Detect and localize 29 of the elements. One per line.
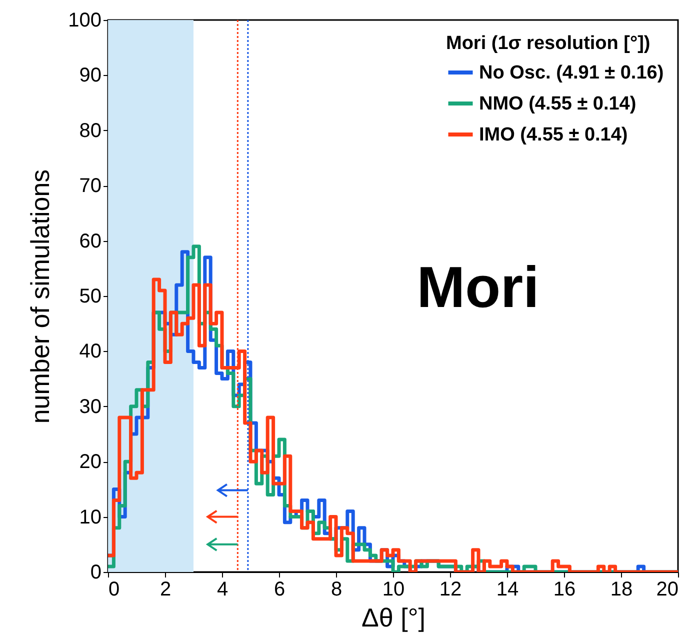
legend-label: IMO (4.55 ± 0.14) [479, 124, 628, 146]
x-tick-label: 2 [160, 578, 172, 600]
x-axis-title: Δθ [°] [362, 602, 426, 632]
y-tick-label: 60 [79, 230, 102, 252]
legend-label: NMO (4.55 ± 0.14) [479, 94, 636, 114]
y-tick-label: 70 [79, 175, 102, 198]
y-tick-label: 90 [79, 64, 102, 87]
x-tick-label: 4 [216, 578, 228, 600]
y-tick-label: 20 [79, 451, 102, 474]
x-tick-label: 14 [496, 578, 519, 600]
y-tick-label: 30 [79, 396, 102, 418]
legend-label: No Osc. (4.91 ± 0.16) [479, 62, 664, 84]
x-tick-label: 16 [553, 578, 576, 600]
x-tick-label: 12 [439, 578, 462, 600]
y-axis-title: number of simulations [25, 169, 56, 424]
x-tick-label: 6 [274, 578, 286, 600]
y-tick-label: 10 [79, 506, 102, 528]
x-tick-label: 0 [108, 578, 120, 600]
legend-title: Mori (1σ resolution [°]) [446, 33, 650, 54]
x-tick-label: 18 [610, 578, 633, 600]
y-tick-label: 80 [79, 120, 102, 142]
x-tick-label: 8 [330, 578, 342, 600]
y-tick-label: 50 [79, 286, 102, 308]
y-tick-label: 40 [79, 340, 102, 363]
x-tick-label: 10 [382, 578, 405, 600]
x-tick-label: 20 [656, 578, 678, 600]
y-tick-label: 100 [68, 10, 102, 32]
annotation: Mori [416, 255, 540, 320]
y-tick-label: 0 [90, 562, 102, 584]
